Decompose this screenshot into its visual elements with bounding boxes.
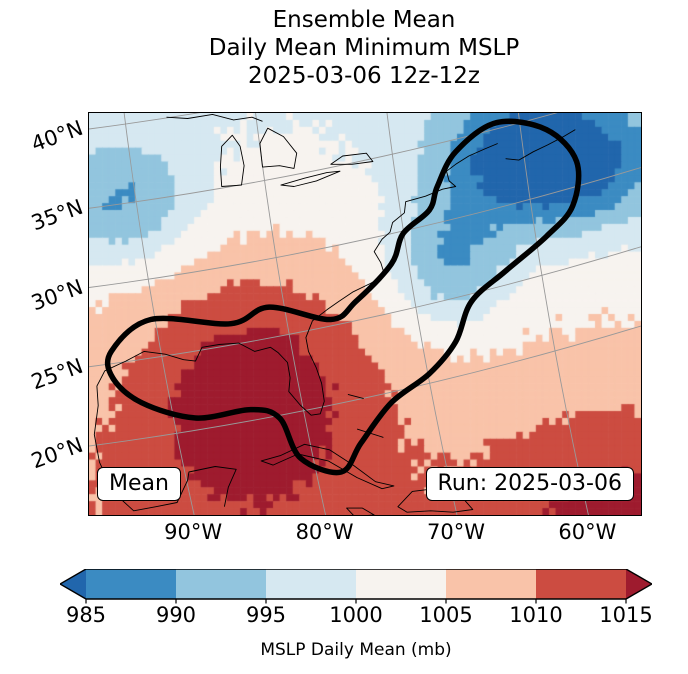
lat-tick-20: 20°N [28, 432, 87, 474]
map-overlay-svg [89, 113, 641, 515]
title-line-2: Daily Mean Minimum MSLP [208, 35, 520, 61]
coastline-cuba [260, 443, 395, 490]
lon-tick-60w: 60°W [558, 520, 617, 544]
stat-label: Mean [109, 471, 169, 496]
figure-title: Ensemble Mean Daily Mean Minimum MSLP 20… [88, 6, 640, 90]
lat-tick-25: 25°N [28, 353, 87, 395]
colorbar-tick-990: 990 [155, 603, 197, 627]
coastline-jamaica [346, 507, 375, 515]
colorbar-tick-1000: 1000 [329, 603, 383, 627]
colorbar-tick-1005: 1005 [419, 603, 473, 627]
lon-tick-70w: 70°W [427, 520, 485, 544]
run-label: Run: 2025-03-06 [437, 471, 622, 496]
coastline-lake-superior-south-shore [166, 113, 263, 122]
coastline-lake-michigan [219, 134, 245, 187]
lat-tick-40: 40°N [28, 115, 87, 157]
colorbar-tick-1015: 1015 [599, 603, 653, 627]
coastline-lake-huron [259, 127, 298, 169]
lon-tick-90w: 90°W [164, 520, 223, 544]
run-label-box: Run: 2025-03-06 [425, 467, 634, 501]
title-line-1: Ensemble Mean [272, 7, 456, 33]
coastline-gulf-and-east-coast [96, 143, 498, 416]
title-line-3: 2025-03-06 12z-12z [248, 63, 480, 89]
colorbar-tick-985: 985 [65, 603, 107, 627]
colorbar-tick-995: 995 [245, 603, 287, 627]
colorbar [60, 569, 652, 604]
coastline-nova-scotia [505, 129, 576, 161]
lon-tick-80w: 80°W [295, 520, 354, 544]
stat-label-box: Mean [97, 467, 181, 501]
lat-tick-30: 30°N [28, 274, 87, 315]
coastline-hispaniola [397, 488, 474, 513]
map-axes: Mean Run: 2025-03-06 [88, 112, 642, 516]
coastline-bahamas-1 [347, 393, 364, 400]
ensemble-mean-track-contour [104, 118, 582, 476]
coastline-mexico-yucatan-coast [93, 405, 237, 512]
coastline-lake-erie [280, 170, 341, 187]
colorbar-tick-1010: 1010 [509, 603, 563, 627]
mslp-field-canvas [89, 113, 641, 515]
coastline-lake-ontario [330, 152, 374, 165]
colorbar-label: MSLP Daily Mean (mb) [260, 640, 452, 660]
lat-tick-35: 35°N [28, 194, 87, 236]
